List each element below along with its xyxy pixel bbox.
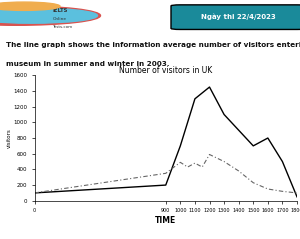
Circle shape xyxy=(0,2,60,11)
Text: Ngày thi 22/4/2023: Ngày thi 22/4/2023 xyxy=(201,13,276,20)
Summer xyxy=(222,113,226,116)
Winter xyxy=(178,161,182,164)
Summer xyxy=(280,160,284,163)
Winter xyxy=(237,169,241,172)
Summer xyxy=(208,86,211,88)
Summer xyxy=(33,191,36,194)
X-axis label: TIME: TIME xyxy=(155,216,176,225)
Title: Number of visitors in UK: Number of visitors in UK xyxy=(119,65,212,75)
Winter xyxy=(200,166,204,168)
Line: Summer: Summer xyxy=(34,87,297,197)
Text: Online: Online xyxy=(52,17,67,21)
Winter xyxy=(208,153,211,156)
Summer xyxy=(266,137,270,140)
Summer xyxy=(251,144,255,147)
Summer xyxy=(178,144,182,147)
Summer xyxy=(295,196,299,198)
Text: IELTS: IELTS xyxy=(52,8,68,13)
Winter xyxy=(251,181,255,184)
Winter xyxy=(266,188,270,190)
Circle shape xyxy=(0,8,98,23)
Text: The line graph shows the information average number of visitors entering a: The line graph shows the information ave… xyxy=(6,42,300,48)
Text: Tests.com: Tests.com xyxy=(52,25,73,29)
Line: Winter: Winter xyxy=(34,154,297,193)
Winter xyxy=(164,172,167,175)
Winter xyxy=(33,191,36,194)
Circle shape xyxy=(0,6,100,25)
Summer xyxy=(237,129,241,132)
Winter xyxy=(280,190,284,193)
Winter xyxy=(222,160,226,163)
Winter xyxy=(193,162,197,165)
Text: museum in summer and winter in 2003.: museum in summer and winter in 2003. xyxy=(6,61,169,67)
Y-axis label: visitors: visitors xyxy=(7,128,11,148)
FancyBboxPatch shape xyxy=(171,5,300,29)
Winter xyxy=(295,191,299,194)
Summer xyxy=(193,97,197,100)
Winter xyxy=(186,166,189,168)
Summer xyxy=(164,184,167,186)
